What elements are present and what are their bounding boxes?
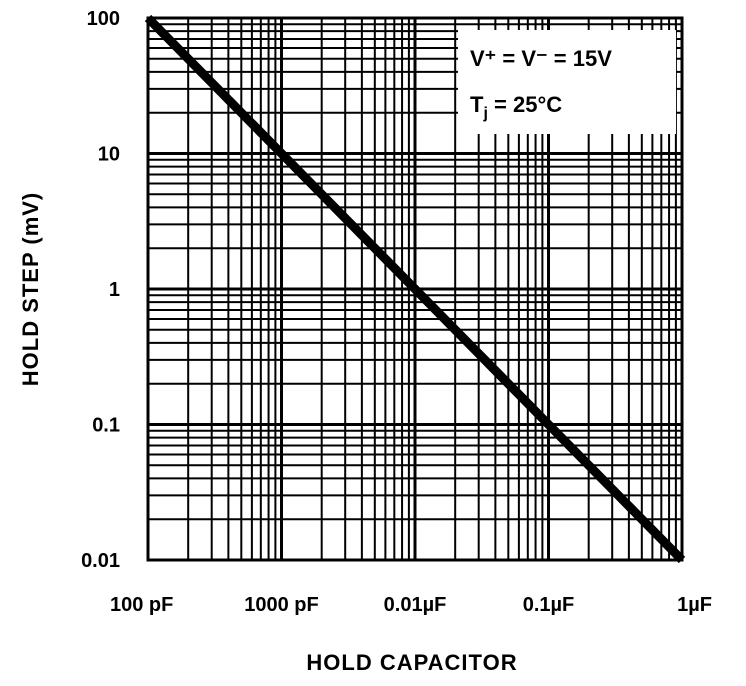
plot-frame	[146, 16, 684, 562]
junction-temp-subscript: j	[482, 105, 487, 122]
y-tick-label: 0.01	[81, 550, 120, 572]
series-line	[144, 14, 686, 564]
x-tick-label: 0.01µF	[384, 594, 447, 616]
annotation-background	[458, 30, 676, 134]
y-tick-label: 0.1	[92, 415, 120, 437]
junction-temp-symbol: T	[470, 92, 484, 117]
x-axis-title: HOLD CAPACITOR	[306, 650, 517, 675]
x-tick-label: 0.1µF	[523, 594, 575, 616]
x-tick-label: 1µF	[677, 594, 712, 616]
junction-temp-value: = 25°C	[488, 92, 562, 117]
y-axis-title: HOLD STEP (mV)	[18, 192, 43, 387]
supply-voltage-annotation: V⁺ = V⁻ = 15V	[470, 46, 612, 71]
junction-temp-annotation: Tj = 25°C	[470, 92, 562, 122]
y-tick-label: 10	[98, 144, 120, 166]
x-tick-labels: 100 pF 1000 pF 0.01µF 0.1µF 1µF	[110, 594, 712, 616]
y-tick-label: 1	[109, 279, 120, 301]
y-tick-labels: 100 10 1 0.1 0.01	[81, 8, 120, 572]
y-tick-label: 100	[87, 8, 120, 30]
x-tick-label: 1000 pF	[244, 594, 318, 616]
annotation-box: V⁺ = V⁻ = 15V Tj = 25°C	[458, 30, 676, 134]
x-tick-label: 100 pF	[110, 594, 173, 616]
series-layer	[144, 14, 686, 564]
